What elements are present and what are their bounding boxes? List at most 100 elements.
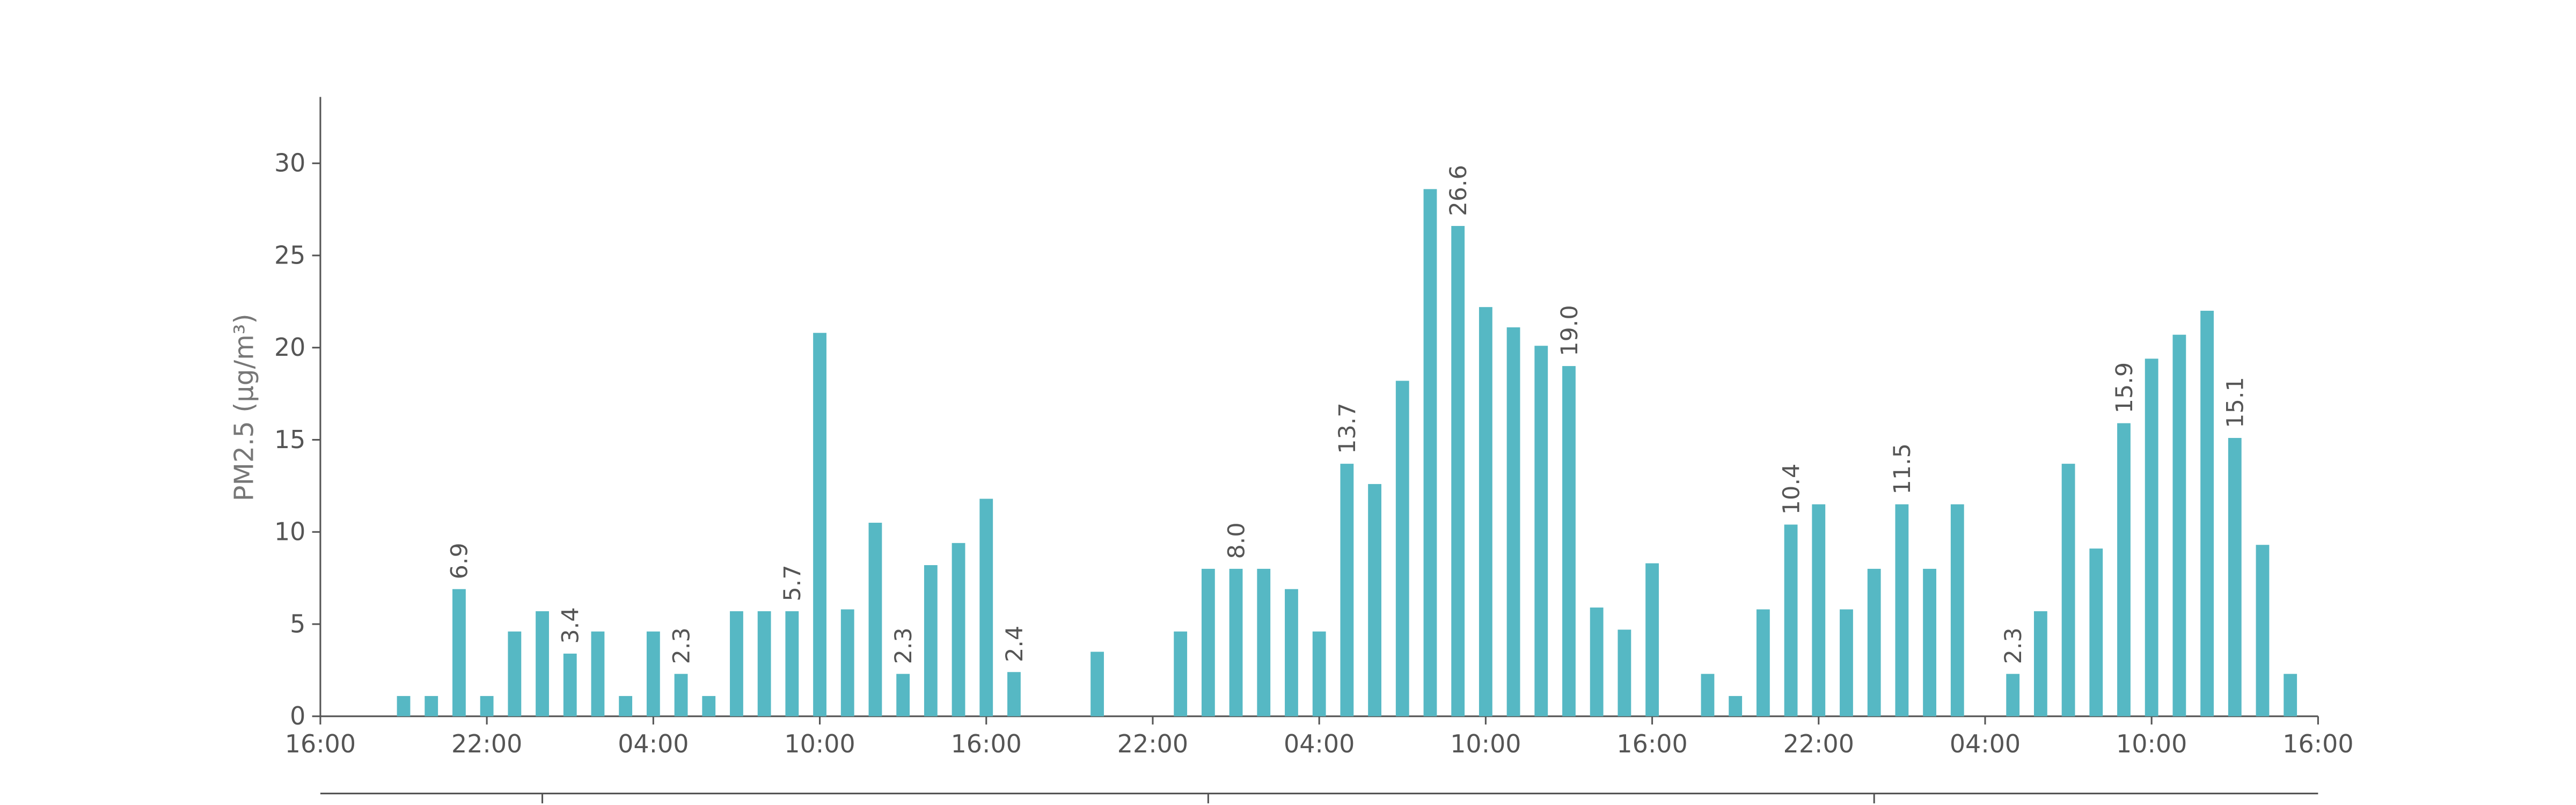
bar	[563, 653, 577, 716]
bar	[1867, 568, 1881, 716]
bar	[1645, 563, 1659, 716]
bar	[1312, 631, 1326, 716]
bar	[785, 611, 799, 716]
value-label: 26.6	[1445, 165, 1472, 216]
bar	[1923, 568, 1936, 716]
value-label: 2.3	[890, 627, 917, 664]
bar	[674, 674, 688, 716]
bar	[1506, 327, 1520, 716]
bar	[1395, 380, 1409, 716]
bar	[1812, 504, 1826, 716]
bar	[868, 523, 882, 716]
x-tick-label: 04:00	[1950, 729, 2021, 758]
bar	[896, 674, 910, 716]
value-label: 2.3	[2000, 627, 2027, 664]
bar	[952, 543, 965, 716]
y-tick-label: 5	[290, 609, 305, 638]
x-tick-label: 10:00	[2116, 729, 2187, 758]
bar	[1895, 504, 1909, 716]
bar	[1590, 608, 1604, 716]
x-tick-label: 22:00	[1117, 729, 1188, 758]
bar	[2284, 674, 2297, 716]
value-label: 10.4	[1778, 464, 1805, 515]
bar	[2145, 358, 2158, 716]
bar	[1091, 652, 1104, 716]
bar	[591, 631, 605, 716]
value-label: 2.3	[668, 627, 695, 664]
bar	[840, 609, 854, 716]
bar	[508, 631, 522, 716]
bar	[1756, 609, 1770, 716]
y-tick-label: 10	[274, 517, 305, 546]
bar	[425, 696, 438, 716]
value-label: 11.5	[1889, 443, 1916, 494]
bar	[1534, 346, 1548, 716]
bar	[1229, 568, 1243, 716]
bar	[1701, 674, 1715, 716]
x-tick-label: 10:00	[784, 729, 855, 758]
bar	[646, 631, 660, 716]
x-tick-label: 16:00	[1616, 729, 1687, 758]
value-label: 15.1	[2222, 377, 2249, 428]
bar	[1950, 504, 1964, 716]
bar	[1368, 484, 1381, 716]
bar	[2033, 611, 2047, 716]
x-tick-label: 16:00	[2282, 729, 2353, 758]
bar	[2256, 545, 2270, 716]
bar	[2228, 438, 2242, 716]
bar	[1285, 589, 1298, 716]
value-label: 19.0	[1556, 305, 1583, 356]
value-label: 6.9	[447, 543, 473, 579]
bar	[480, 696, 494, 716]
bar	[757, 611, 771, 716]
bar	[1174, 631, 1188, 716]
bar	[1840, 609, 1853, 716]
y-axis-label: PM2.5 (μg/m³)	[229, 313, 259, 501]
bar	[2172, 334, 2186, 716]
bar	[924, 565, 938, 716]
bar	[1257, 568, 1271, 716]
bar	[536, 611, 549, 716]
x-tick-label: 22:00	[1783, 729, 1854, 758]
y-tick-label: 20	[274, 333, 305, 362]
value-label: 3.4	[558, 607, 584, 643]
bar	[979, 499, 993, 716]
value-label: 8.0	[1223, 522, 1250, 559]
bar	[1562, 366, 1576, 716]
bar	[1201, 568, 1215, 716]
bar	[702, 696, 716, 716]
y-tick-label: 0	[290, 701, 305, 730]
x-tick-label: 04:00	[618, 729, 689, 758]
bar	[2061, 464, 2075, 716]
bar	[452, 589, 466, 716]
value-label: 13.7	[1334, 402, 1361, 453]
x-tick-label: 04:00	[1284, 729, 1355, 758]
bar	[1451, 226, 1465, 716]
y-tick-label: 25	[274, 240, 305, 269]
bar	[2006, 674, 2020, 716]
bar	[1729, 696, 1743, 716]
bar	[1423, 189, 1437, 716]
x-tick-label: 10:00	[1450, 729, 1521, 758]
x-tick-label: 22:00	[451, 729, 522, 758]
bar	[1618, 630, 1631, 716]
bar	[2117, 423, 2131, 716]
bar	[2200, 311, 2214, 716]
y-tick-label: 30	[274, 149, 305, 178]
bar	[730, 611, 743, 716]
value-label: 5.7	[779, 565, 806, 601]
value-label: 15.9	[2111, 362, 2138, 413]
bar	[1007, 672, 1021, 716]
bar	[1340, 464, 1354, 716]
y-tick-label: 15	[274, 425, 305, 454]
bar	[619, 696, 633, 716]
value-label: 2.4	[1001, 626, 1028, 662]
x-tick-label: 16:00	[951, 729, 1022, 758]
bar	[397, 696, 411, 716]
x-tick-label: 16:00	[285, 729, 356, 758]
bar	[813, 333, 826, 716]
bar	[2089, 548, 2103, 716]
bar	[1479, 307, 1492, 716]
